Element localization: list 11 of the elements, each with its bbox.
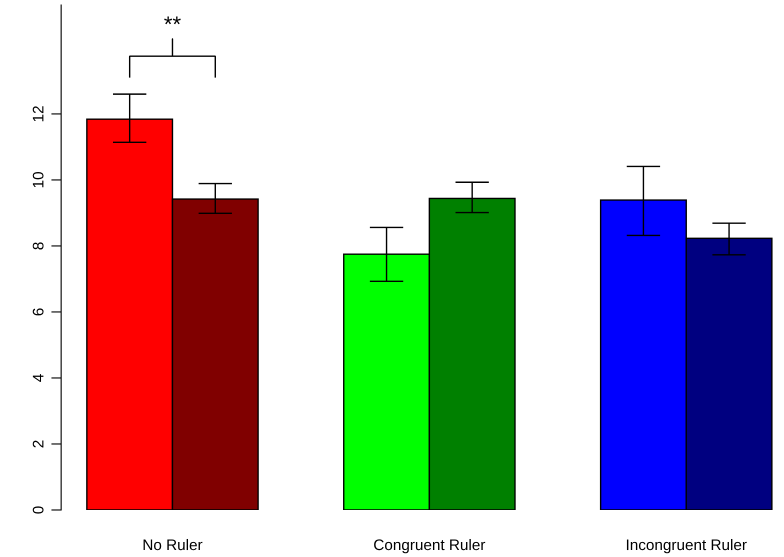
- y-tick-label: 0: [32, 506, 44, 514]
- y-tick-label: 2: [32, 440, 44, 448]
- y-tick-label: 6: [32, 308, 44, 316]
- y-tick-label: 4: [32, 374, 44, 382]
- y-tick-label: 12: [32, 106, 44, 122]
- x-tick-label: Incongruent Ruler: [626, 538, 747, 554]
- x-tick-label: No Ruler: [144, 538, 202, 550]
- y-tick-label: 8: [32, 242, 44, 250]
- annotation: **: [164, 16, 181, 24]
- x-tick-label: Congruent Ruler: [374, 538, 486, 554]
- y-tick-label: 10: [32, 172, 44, 188]
